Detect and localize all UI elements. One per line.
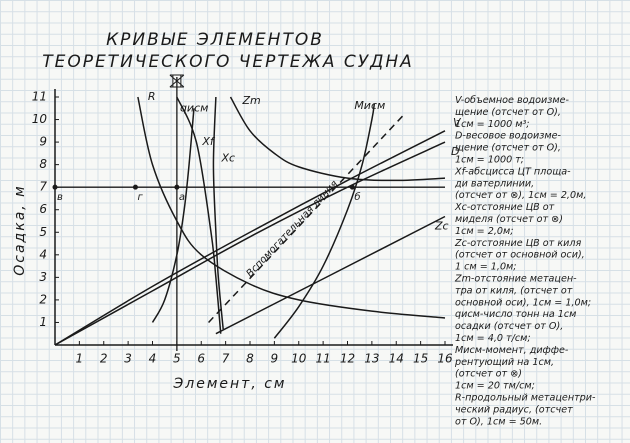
curve: [212, 96, 224, 330]
note-line: Zc-отстояние ЦВ от киля: [454, 238, 581, 249]
x-tick-label: 11: [315, 352, 330, 366]
x-tick-label: 1: [76, 352, 84, 366]
point: [52, 184, 58, 190]
note-line: Zm-отстояние метацен-: [454, 274, 577, 285]
point-label: б: [354, 191, 360, 203]
y-tick-label: 9: [39, 135, 47, 149]
x-tick-label: 5: [173, 352, 181, 366]
y-tick-label: 7: [39, 180, 47, 194]
note-line: 1см = 2,0м;: [455, 226, 513, 237]
curve: [137, 96, 446, 319]
curve-label: Xf: [201, 135, 216, 148]
note-line: тра от киля, (отсчет от: [455, 285, 573, 296]
chart-title: ТЕОРЕТИЧЕСКОГО ЧЕРТЕЖА СУДНА: [42, 52, 414, 72]
x-tick-label: 12: [340, 352, 355, 366]
curve-label: Xc: [220, 152, 235, 165]
point-label: в: [57, 192, 63, 203]
note-line: D-весовое водоизме-: [455, 131, 562, 142]
y-tick-label: 5: [39, 225, 47, 239]
note-line: V-объемное водоизме-: [455, 94, 569, 106]
note-line: 1см = 1000 т;: [455, 155, 524, 166]
note-line: Xc-отстояние ЦВ от: [454, 202, 555, 213]
curve: [273, 103, 376, 339]
curve: [229, 96, 446, 182]
note-line: 1 см = 1,0м;: [455, 262, 517, 273]
y-tick-label: 4: [39, 247, 47, 261]
note-line: (отсчет от основной оси),: [455, 250, 585, 261]
curve: [54, 141, 446, 346]
x-tick-label: 9: [271, 352, 279, 366]
point-label: г: [137, 192, 143, 203]
curve-label: R: [148, 90, 156, 103]
curve: [151, 108, 195, 323]
point-label: а: [179, 192, 185, 203]
note-line: щение (отсчет от О),: [455, 143, 561, 154]
curve-label: qисм: [180, 101, 208, 114]
note-line: 1см = 1000 м³;: [455, 119, 530, 130]
x-tick-label: 13: [364, 352, 379, 366]
curve-label: Вспомогательная линия: [245, 179, 341, 280]
x-tick-label: 10: [291, 352, 307, 366]
curve: [208, 114, 405, 323]
note-line: 1см = 4,0 т/см;: [455, 333, 531, 344]
x-tick-label: 15: [413, 352, 428, 366]
curve: [215, 215, 446, 335]
midship-symbol: [169, 74, 185, 88]
curve-label: D: [451, 145, 459, 158]
y-tick-label: 1: [39, 315, 47, 329]
note-line: Xf-абсцисса ЦТ площа-: [454, 165, 571, 177]
note-line: от О), 1см = 50м.: [455, 416, 542, 427]
chart-title: КРИВЫЕ ЭЛЕМЕНТОВ: [106, 30, 324, 50]
curve-label: Zm: [242, 94, 261, 107]
x-tick-label: 8: [246, 352, 254, 366]
y-tick-label: 11: [32, 90, 47, 104]
point: [174, 184, 180, 190]
note-line: (отсчет от ⊗), 1см = 2,0м,: [455, 190, 586, 201]
curve-label: Mисм: [354, 99, 385, 112]
curve: [176, 96, 222, 334]
note-line: ди ватерлинии,: [454, 178, 534, 189]
note-line: 1см = 20 тм/см;: [455, 381, 535, 392]
x-tick-label: 14: [389, 352, 404, 366]
curve: [54, 130, 446, 346]
y-tick-label: 3: [39, 270, 47, 284]
note-line: осадки (отсчет от О),: [455, 321, 563, 332]
y-tick-label: 6: [39, 202, 47, 216]
note-line: рентующий на 1см,: [454, 357, 554, 368]
point: [132, 184, 138, 190]
x-tick-label: 6: [197, 352, 205, 366]
note-line: щение (отсчет от О),: [455, 107, 561, 118]
note-line: R-продольный метацентри-: [455, 393, 596, 404]
y-axis-label: Осадка, м: [12, 184, 28, 275]
note-line: ческий радиус, (отсчет: [455, 404, 573, 415]
x-tick-label: 3: [124, 352, 132, 366]
note-line: миделя (отсчет от ⊗): [455, 214, 563, 225]
note-line: (отсчет от ⊗): [455, 369, 522, 380]
x-axis-label: Элемент, см: [173, 376, 287, 392]
note-line: основной оси), 1см = 1,0м;: [455, 297, 591, 308]
x-tick-label: 4: [149, 352, 157, 366]
x-tick-label: 16: [437, 352, 453, 366]
x-tick-label: 2: [100, 352, 108, 366]
y-tick-label: 8: [39, 157, 47, 171]
note-line: qисм-число тонн на 1см: [455, 309, 576, 320]
note-line: Mисм-момент, диффе-: [455, 345, 569, 356]
x-tick-label: 7: [222, 352, 230, 366]
y-tick-label: 2: [39, 292, 47, 306]
curve-label: V: [453, 116, 462, 129]
y-tick-label: 10: [32, 112, 48, 126]
curve-label: Zc: [434, 219, 449, 232]
